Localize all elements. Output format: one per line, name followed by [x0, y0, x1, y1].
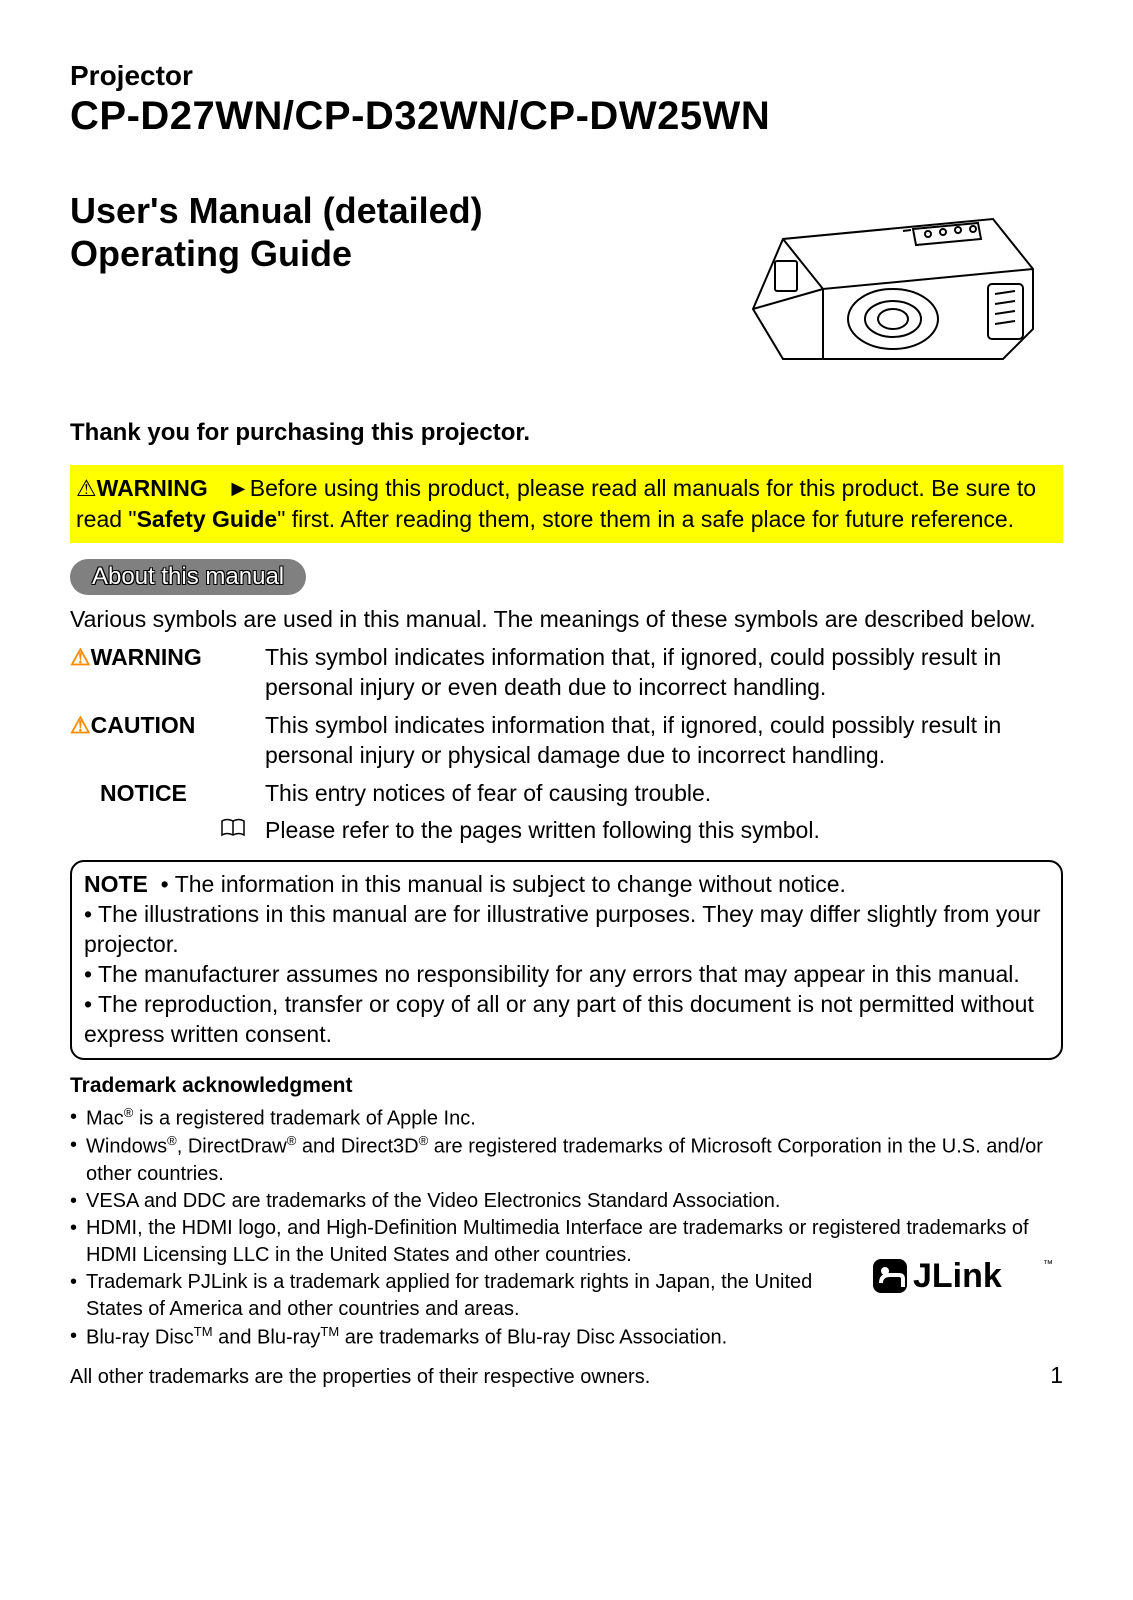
doc-model: CP-D27WN/CP-D32WN/CP-DW25WN	[70, 94, 1063, 139]
bullet-icon: •	[70, 1104, 86, 1133]
section-heading: About this manual	[70, 559, 306, 595]
note-item-1: The illustrations in this manual are for…	[84, 901, 1041, 957]
symbol-notice-label: NOTICE	[70, 779, 265, 809]
warning-label-text: WARNING	[91, 644, 202, 670]
tm-vesa-text: VESA and DDC are trademarks of the Video…	[86, 1188, 1063, 1215]
tm-item-bluray: •Blu-ray DiscTM and Blu-rayTM are tradem…	[70, 1323, 1063, 1352]
tm-item-mac: •Mac® is a registered trademark of Apple…	[70, 1104, 1063, 1133]
symbol-warning-row: ⚠WARNING This symbol indicates informati…	[70, 643, 1063, 703]
tm-item-windows: •Windows®, DirectDraw® and Direct3D® are…	[70, 1132, 1063, 1188]
bullet-icon: •	[70, 1323, 86, 1352]
book-icon-cell	[70, 816, 265, 846]
symbol-warning-text: This symbol indicates information that, …	[265, 643, 1063, 703]
footer: All other trademarks are the properties …	[70, 1362, 1063, 1389]
pjlink-logo: JLink ™	[871, 1251, 1061, 1301]
manual-line1: User's Manual (detailed)	[70, 190, 483, 231]
safety-guide-text: Safety Guide	[137, 506, 278, 532]
note-label: NOTE	[84, 871, 148, 897]
bullet-icon: •	[70, 1215, 86, 1269]
symbol-book-row: Please refer to the pages written follow…	[70, 816, 1063, 846]
note-item-0: The information in this manual is subjec…	[175, 871, 846, 897]
manual-title: User's Manual (detailed) Operating Guide	[70, 189, 483, 275]
warning-box: ⚠WARNING ►Before using this product, ple…	[70, 465, 1063, 543]
svg-text:JLink: JLink	[913, 1257, 1002, 1295]
symbol-caution-row: ⚠CAUTION This symbol indicates informati…	[70, 711, 1063, 771]
note-item-3: The reproduction, transfer or copy of al…	[84, 991, 1034, 1047]
svg-text:™: ™	[1043, 1259, 1053, 1270]
doc-category: Projector	[70, 60, 1063, 92]
warning-triangle-icon: ⚠	[76, 475, 97, 501]
projector-illustration	[733, 189, 1063, 389]
footer-text: All other trademarks are the properties …	[70, 1366, 650, 1389]
warning-label: WARNING	[97, 475, 208, 501]
tm-bluray-text: Blu-ray DiscTM and Blu-rayTM are tradema…	[86, 1323, 1063, 1352]
symbol-notice-text: This entry notices of fear of causing tr…	[265, 779, 1063, 809]
tm-item-vesa: •VESA and DDC are trademarks of the Vide…	[70, 1188, 1063, 1215]
header-row: User's Manual (detailed) Operating Guide	[70, 189, 1063, 389]
caution-label-text: CAUTION	[91, 712, 196, 738]
caution-triangle-icon: ⚠	[70, 712, 91, 738]
thanks-text: Thank you for purchasing this projector.	[70, 419, 1063, 447]
tm-mac-text: Mac® is a registered trademark of Apple …	[86, 1104, 1063, 1133]
bullet-icon: •	[70, 1132, 86, 1188]
tm-windows-text: Windows®, DirectDraw® and Direct3D® are …	[86, 1132, 1063, 1188]
page-number: 1	[1050, 1362, 1063, 1389]
trademark-list: •Mac® is a registered trademark of Apple…	[70, 1104, 1063, 1352]
book-icon	[220, 818, 246, 838]
symbol-book-text: Please refer to the pages written follow…	[265, 816, 1063, 846]
note-box: NOTE • The information in this manual is…	[70, 860, 1063, 1059]
bullet-icon: •	[70, 1269, 86, 1323]
arrow-icon: ►	[227, 475, 250, 501]
warning-triangle-icon: ⚠	[70, 644, 91, 670]
symbol-notice-row: NOTICE This entry notices of fear of cau…	[70, 779, 1063, 809]
warning-text-2: " first. After reading them, store them …	[277, 506, 1014, 532]
bullet-icon: •	[70, 1188, 86, 1215]
intro-text: Various symbols are used in this manual.…	[70, 605, 1063, 635]
manual-line2: Operating Guide	[70, 233, 352, 274]
symbol-caution-label: ⚠CAUTION	[70, 711, 265, 771]
symbol-warning-label: ⚠WARNING	[70, 643, 265, 703]
trademark-heading: Trademark acknowledgment	[70, 1074, 1063, 1098]
note-item-2: The manufacturer assumes no responsibili…	[98, 961, 1020, 987]
symbol-caution-text: This symbol indicates information that, …	[265, 711, 1063, 771]
